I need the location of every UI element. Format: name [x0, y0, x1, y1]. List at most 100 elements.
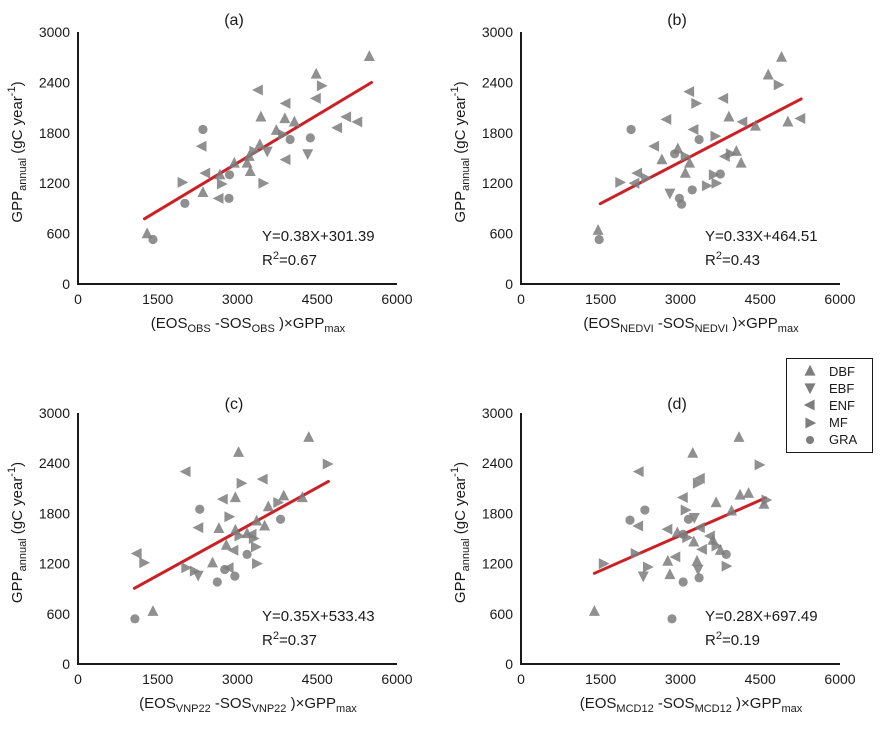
- data-point-enf: [632, 520, 644, 532]
- y-tick-label: 3000: [39, 405, 70, 421]
- legend-item-dbf: DBF: [802, 363, 872, 379]
- axis-lines: [77, 413, 397, 665]
- y-axis-label: GPPannual (gC year-1): [449, 462, 472, 603]
- data-point-gra: [198, 124, 208, 135]
- data-point-dbf: [776, 51, 788, 62]
- data-point-gra: [687, 185, 697, 195]
- data-point-mf: [250, 541, 262, 553]
- equation-label: Y=0.33X+464.51: [705, 228, 818, 245]
- x-axis-label: (EOSMCD12 -SOSMCD12 )×GPPmax: [580, 695, 803, 715]
- data-point-enf: [279, 154, 291, 166]
- regression-line: [598, 97, 803, 206]
- data-point-dbf: [241, 156, 253, 168]
- data-point-mf: [711, 177, 723, 189]
- data-point-dbf: [141, 227, 153, 239]
- data-point-mf: [316, 80, 328, 92]
- data-point-enf: [648, 140, 660, 152]
- data-point-enf: [331, 122, 343, 134]
- data-point-gra: [594, 234, 604, 245]
- data-point-dbf: [244, 165, 256, 177]
- x-axis-label: (EOSOBS -SOSOBS )×GPPmax: [151, 315, 346, 335]
- equation-label: Y=0.38X+301.39: [262, 228, 375, 245]
- data-point-gra: [224, 193, 234, 203]
- equation-label: Y=0.35X+533.43: [262, 608, 375, 625]
- data-point-enf: [696, 543, 707, 555]
- data-point-dbf: [296, 491, 308, 503]
- data-point-gra: [667, 614, 677, 624]
- data-point-mf: [701, 180, 713, 192]
- data-point-dbf: [762, 68, 774, 80]
- data-point-enf: [309, 92, 321, 104]
- data-point-enf: [199, 167, 211, 179]
- data-point-dbf: [278, 489, 290, 501]
- y-tick-label: 0: [505, 276, 513, 292]
- data-point-dbf: [688, 535, 700, 547]
- y-tick-label: 3000: [482, 405, 513, 421]
- panel-b-chart: 0 600 1200 1800 2400 3000 0 1500 3000 4500 6000 (b)…: [449, 12, 856, 335]
- x-axis-label: (EOSNEDVI -SOSNEDVI )×GPPmax: [583, 315, 799, 335]
- data-point-ebf: [664, 188, 676, 200]
- data-point-dbf: [691, 554, 703, 566]
- y-tick-label: 0: [62, 656, 70, 672]
- y-tick-label: 1800: [482, 125, 513, 141]
- data-point-gra: [275, 514, 286, 524]
- data-point-enf: [632, 466, 644, 478]
- data-point-mf: [680, 504, 692, 516]
- data-point-mf: [248, 533, 260, 544]
- data-point-gra: [678, 577, 688, 587]
- panel-a-chart: 0 600 1200 1800 2400 3000 0 1500 3000 4500 6000 (a)…: [6, 12, 413, 335]
- x-tick-label: 1500: [585, 291, 616, 307]
- data-point-dbf: [734, 488, 746, 500]
- data-point-mf: [234, 530, 246, 542]
- x-tick-label: 6000: [381, 671, 412, 687]
- data-point-gra: [678, 529, 688, 539]
- panel-title: (a): [224, 12, 244, 29]
- data-point-dbf: [656, 153, 668, 165]
- legend-item-enf: ENF: [802, 397, 872, 413]
- data-point-gra: [625, 515, 635, 525]
- x-tick-label: 3000: [222, 291, 253, 307]
- data-point-mf: [630, 548, 642, 560]
- x-tick-label: 4500: [302, 671, 333, 687]
- data-point-dbf: [733, 431, 745, 442]
- legend-label-ebf: EBF: [829, 380, 855, 396]
- data-point-dbf: [259, 519, 271, 531]
- data-point-gra: [148, 234, 158, 245]
- data-point-mf: [641, 172, 653, 184]
- data-point-enf: [195, 140, 207, 152]
- data-point-dbf: [303, 431, 315, 442]
- triangle-left-icon: [803, 399, 815, 411]
- legend-marker: [804, 364, 816, 376]
- x-tick-label: 1500: [142, 671, 173, 687]
- data-point-mf: [236, 477, 248, 489]
- data-point-enf: [669, 551, 681, 563]
- y-tick-label: 3000: [39, 24, 70, 40]
- data-point-mf: [691, 97, 703, 109]
- data-point-mf: [710, 130, 722, 142]
- data-point-mf: [258, 177, 270, 189]
- data-point-mf: [711, 540, 723, 552]
- data-point-enf: [192, 522, 204, 534]
- x-tick-label: 6000: [381, 291, 412, 307]
- data-point-dbf: [147, 605, 159, 616]
- data-point-gra: [694, 134, 704, 145]
- data-point-mf: [189, 565, 201, 577]
- legend-marker: [803, 399, 815, 411]
- x-tick-label: 4500: [745, 671, 776, 687]
- y-tick-label: 1800: [39, 505, 70, 521]
- data-point-gra: [694, 573, 704, 583]
- data-point-gra: [224, 170, 235, 180]
- x-tick-label: 6000: [824, 671, 855, 687]
- data-point-mf: [273, 497, 285, 509]
- data-point-ebf: [692, 564, 704, 576]
- data-point-dbf: [592, 224, 604, 235]
- data-point-enf: [179, 466, 191, 478]
- triangle-down-icon: [804, 383, 816, 395]
- y-axis-label: GPPannual (gC year-1): [6, 462, 29, 603]
- panel-d-chart: 0 600 1200 1800 2400 3000 0 1500 3000 4500 6000 (d)…: [449, 396, 856, 715]
- y-tick-label: 1800: [482, 505, 513, 521]
- legend: DBF EBF ENF MF GRA: [786, 358, 873, 453]
- legend-label-dbf: DBF: [829, 363, 855, 379]
- data-point-enf: [687, 123, 699, 135]
